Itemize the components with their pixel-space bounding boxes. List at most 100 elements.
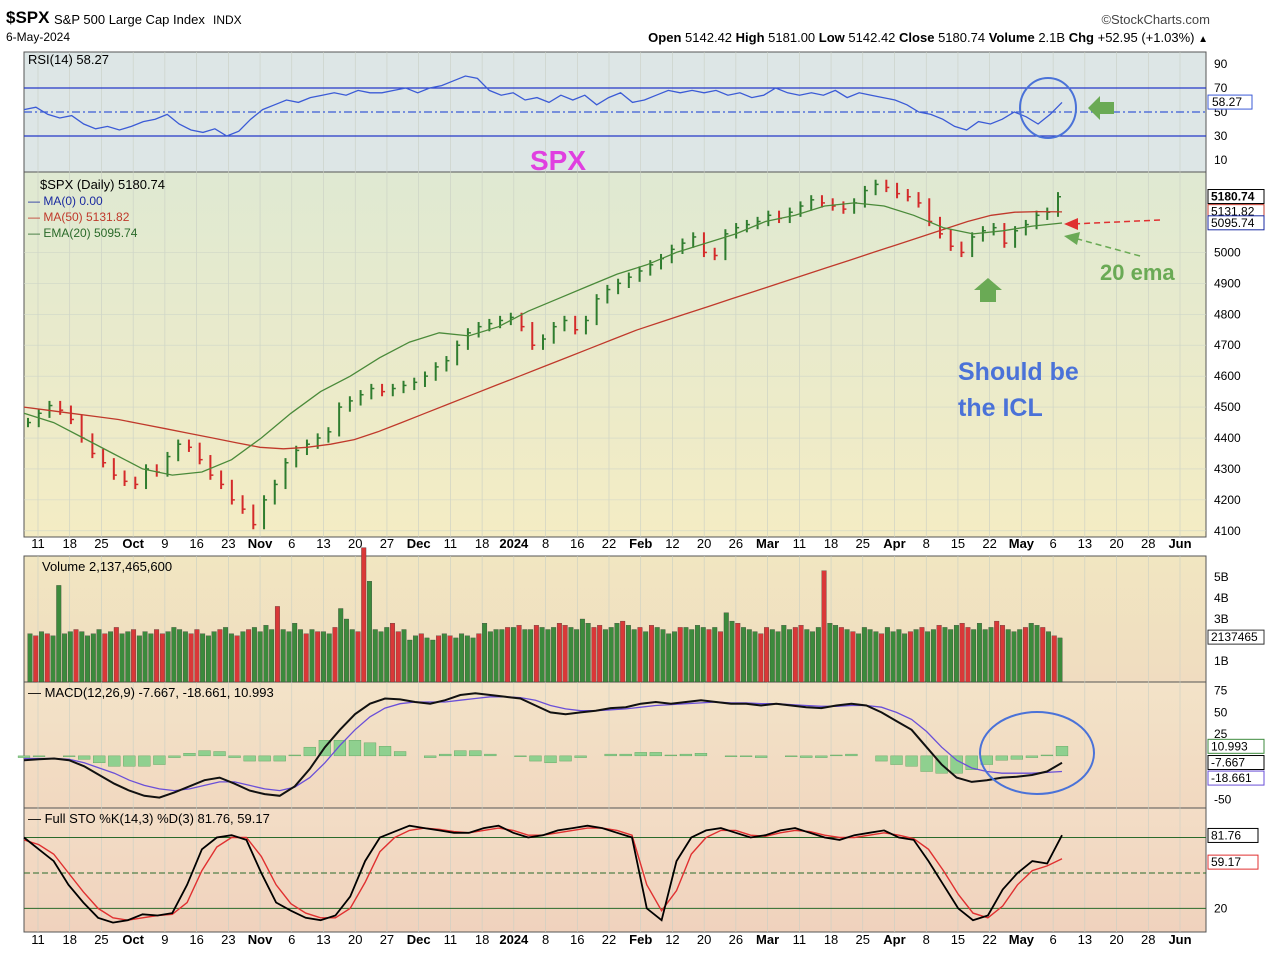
x-tick-label: Nov: [248, 932, 273, 947]
up-arrow-icon: [974, 278, 1002, 302]
icl-annotation-line2: the ICL: [958, 394, 1043, 422]
x-tick-label: 13: [316, 536, 330, 551]
volume-bar: [551, 627, 557, 683]
volume-bar: [792, 627, 798, 683]
macd-histogram-bar: [920, 755, 933, 772]
volume-bar: [919, 627, 925, 683]
volume-bar: [758, 633, 764, 683]
x-tick-label: 27: [380, 536, 394, 551]
x-tick-label: Jun: [1168, 932, 1191, 947]
volume-bar: [620, 620, 626, 683]
volume-bar: [556, 623, 562, 683]
volume-bar: [338, 608, 344, 683]
x-tick-label: 25: [94, 932, 108, 947]
volume-bar: [884, 627, 890, 683]
x-tick-label: 25: [856, 536, 870, 551]
volume-bar: [953, 625, 959, 683]
volume-bar: [246, 629, 252, 683]
macd-histogram-bar: [484, 753, 497, 757]
macd-histogram-bar: [785, 755, 798, 757]
volume-bar: [33, 635, 39, 683]
volume-bar: [430, 639, 436, 683]
volume-bar: [125, 631, 131, 683]
y-tick-label: 5B: [1214, 570, 1229, 584]
close-label: Close: [899, 30, 935, 45]
x-tick-label: Feb: [629, 536, 652, 551]
macd-histogram-bar: [213, 751, 226, 757]
volume-bar: [292, 623, 298, 683]
volume-bar: [154, 629, 160, 683]
volume-bar: [436, 635, 442, 683]
macd-histogram-bar: [830, 754, 843, 757]
volume-bar: [148, 633, 154, 683]
macd-line: [23, 692, 1063, 799]
x-tick-label: 8: [542, 536, 549, 551]
volume-bar: [188, 633, 194, 683]
y-tick-label: 70: [1214, 81, 1228, 95]
macd-histogram-bar: [333, 740, 347, 757]
volume-bar: [102, 633, 108, 683]
x-tick-label: 18: [475, 932, 489, 947]
y-tick-label: 90: [1214, 57, 1228, 71]
volume-bar: [804, 629, 810, 683]
volume-bar: [401, 629, 407, 683]
macd-histogram-bar: [754, 755, 768, 758]
y-tick-label: 75: [1214, 684, 1228, 698]
y-tick-label: 20: [1214, 901, 1228, 915]
macd-histogram-bar: [800, 755, 813, 758]
macd-histogram-bar: [1055, 746, 1069, 757]
volume-bar: [810, 631, 816, 683]
volume-bar: [631, 629, 637, 683]
x-tick-label: 13: [1078, 932, 1092, 947]
chg-value: +52.95 (+1.03%): [1097, 30, 1195, 45]
volume-bar: [988, 627, 994, 683]
x-tick-label: 23: [221, 932, 235, 947]
volume-bar: [395, 631, 401, 683]
macd-histogram-bar: [905, 755, 918, 767]
volume-bar: [165, 631, 171, 683]
volume-bar: [545, 629, 551, 683]
volume-bar: [873, 631, 879, 683]
volume-bar: [666, 633, 672, 683]
volume-bar: [528, 629, 534, 683]
x-tick-label: 20: [1109, 536, 1123, 551]
x-tick-label: 11: [31, 932, 45, 947]
volume-bar: [562, 625, 568, 683]
macd-histogram-bar: [724, 755, 738, 757]
y-tick-label: 5000: [1214, 245, 1241, 259]
volume-bar: [321, 631, 326, 683]
y-tick-label: 4400: [1214, 431, 1241, 445]
macd-panel-bg: [23, 681, 1207, 809]
x-tick-label: 18: [62, 536, 76, 551]
volume-bar: [482, 623, 488, 683]
x-tick-label: 18: [475, 536, 489, 551]
volume-bar: [113, 627, 119, 683]
high-label: High: [735, 30, 765, 45]
volume-bar: [349, 629, 355, 683]
macd-histogram-bar: [454, 750, 467, 757]
macd-histogram-bar: [273, 755, 286, 762]
macd-value-box: [1207, 755, 1265, 771]
volume-bar: [27, 633, 33, 683]
x-tick-label: 18: [824, 932, 838, 947]
volume-bar: [487, 631, 493, 683]
rsi-title: RSI(14) 58.27: [28, 52, 109, 67]
ma50-value-label: 5131.82: [1211, 205, 1255, 219]
volume-bar: [1011, 631, 1017, 683]
x-tick-label: 15: [951, 536, 965, 551]
volume-bar: [959, 623, 965, 683]
volume-bar: [741, 627, 746, 683]
volume-bar: [223, 627, 229, 683]
volume-bar: [539, 627, 545, 683]
volume-title: Volume 2,137,465,600: [42, 559, 172, 574]
volume-bar: [1040, 627, 1046, 683]
rsi-line: [23, 75, 1063, 137]
macd-histogram-bar: [93, 755, 106, 764]
volume-bar: [274, 606, 280, 683]
y-tick-label: 1B: [1214, 654, 1229, 668]
macd-histogram-bar: [348, 740, 362, 757]
x-tick-label: 20: [697, 536, 711, 551]
x-tick-label: 12: [665, 536, 679, 551]
sto-value-label: 59.17: [1211, 855, 1241, 869]
y-tick-label: 4500: [1214, 400, 1241, 414]
